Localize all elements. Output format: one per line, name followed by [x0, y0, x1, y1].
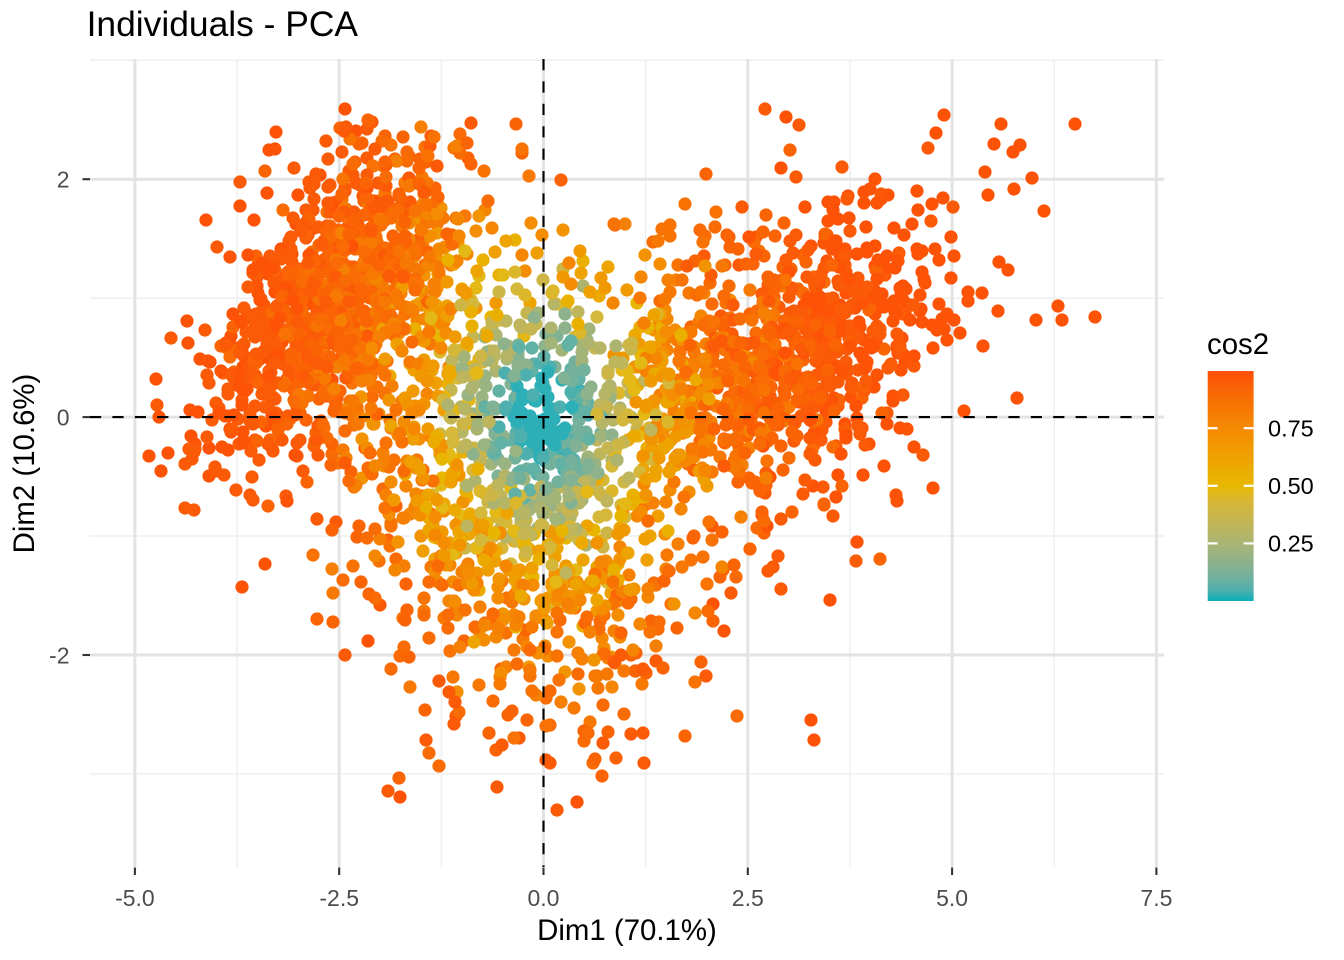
- svg-text:0: 0: [57, 405, 70, 431]
- svg-text:-2.5: -2.5: [319, 885, 359, 911]
- svg-text:0.0: 0.0: [528, 885, 560, 911]
- svg-text:7.5: 7.5: [1140, 885, 1172, 911]
- svg-text:5.0: 5.0: [936, 885, 968, 911]
- svg-text:2: 2: [57, 167, 70, 193]
- svg-text:0.50: 0.50: [1268, 473, 1314, 499]
- svg-text:-2: -2: [49, 642, 69, 668]
- svg-text:Dim1 (70.1%): Dim1 (70.1%): [537, 914, 717, 947]
- svg-text:Dim2 (10.6%): Dim2 (10.6%): [8, 374, 41, 554]
- svg-text:-5.0: -5.0: [115, 885, 155, 911]
- svg-text:Individuals - PCA: Individuals - PCA: [87, 4, 359, 44]
- svg-text:0.75: 0.75: [1268, 416, 1314, 442]
- svg-text:0.25: 0.25: [1268, 531, 1314, 557]
- svg-text:2.5: 2.5: [732, 885, 764, 911]
- svg-text:cos2: cos2: [1207, 328, 1269, 361]
